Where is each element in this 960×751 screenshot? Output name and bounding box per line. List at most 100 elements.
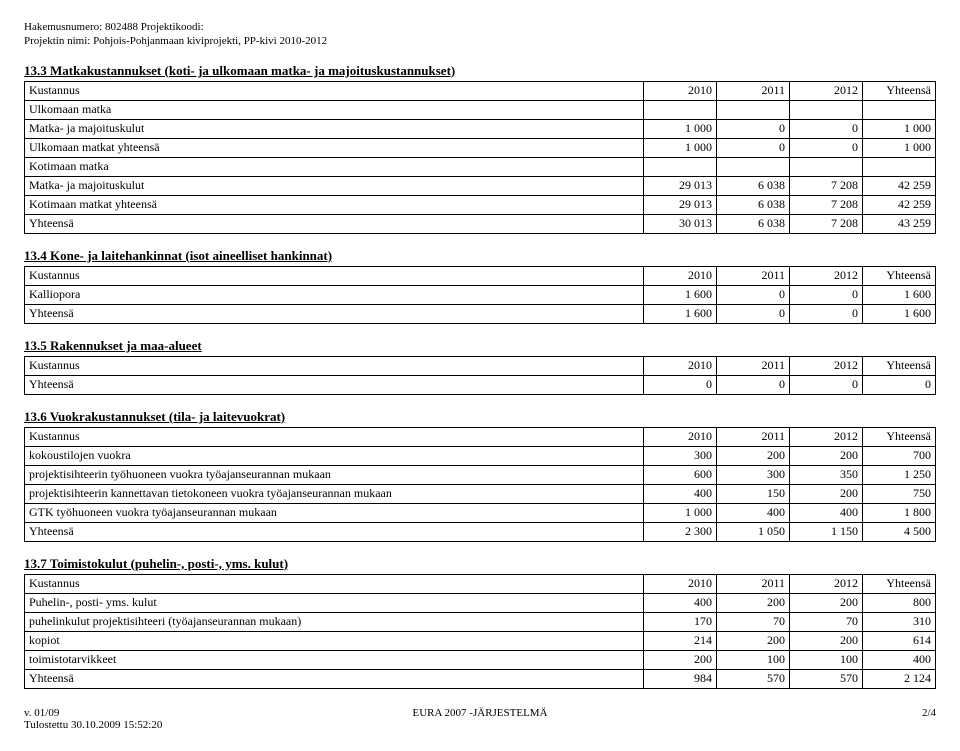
page-footer: v. 01/09 EURA 2007 -JÄRJESTELMÄ 2/4 Tulo… xyxy=(24,707,936,731)
cell-value: 42 259 xyxy=(863,176,936,195)
cell-value: 2 300 xyxy=(644,522,717,541)
col-header-year: Yhteensä xyxy=(863,81,936,100)
header-line1: Hakemusnumero: 802488 Projektikoodi: xyxy=(24,20,936,34)
row-label: Ulkomaan matka xyxy=(25,100,644,119)
row-label: Yhteensä xyxy=(25,214,644,233)
table-row: Yhteensä1 600001 600 xyxy=(25,304,936,323)
cell-value: 200 xyxy=(790,446,863,465)
cell-value: 800 xyxy=(863,593,936,612)
section-title: 13.5 Rakennukset ja maa-alueet xyxy=(24,338,936,354)
cell-value: 7 208 xyxy=(790,214,863,233)
cell-value: 0 xyxy=(717,285,790,304)
cell-value: 0 xyxy=(790,138,863,157)
cell-value: 7 208 xyxy=(790,176,863,195)
row-label: Matka- ja majoituskulut xyxy=(25,119,644,138)
cell-value: 100 xyxy=(717,650,790,669)
cell-value: 1 150 xyxy=(790,522,863,541)
col-header-year: 2011 xyxy=(717,427,790,446)
col-header-year: Yhteensä xyxy=(863,356,936,375)
table-row: toimistotarvikkeet200100100400 xyxy=(25,650,936,669)
col-header-year: 2011 xyxy=(717,266,790,285)
cost-table: Kustannus201020112012YhteensäUlkomaan ma… xyxy=(24,81,936,234)
col-header-label: Kustannus xyxy=(25,356,644,375)
cell-value: 1 600 xyxy=(644,285,717,304)
cell-value: 1 000 xyxy=(863,138,936,157)
footer-printed: Tulostettu 30.10.2009 15:52:20 xyxy=(24,719,936,731)
cell-value: 1 600 xyxy=(863,285,936,304)
header-project-name-label: Projektin nimi: xyxy=(24,35,90,47)
cell-value: 43 259 xyxy=(863,214,936,233)
cell-value: 0 xyxy=(790,304,863,323)
table-row: projektisihteerin kannettavan tietokonee… xyxy=(25,484,936,503)
col-header-year: 2010 xyxy=(644,356,717,375)
section-title: 13.4 Kone- ja laitehankinnat (isot ainee… xyxy=(24,248,936,264)
cell-value: 6 038 xyxy=(717,214,790,233)
row-label: Matka- ja majoituskulut xyxy=(25,176,644,195)
footer-system: EURA 2007 -JÄRJESTELMÄ xyxy=(412,707,547,719)
table-row: Kotimaan matka xyxy=(25,157,936,176)
cell-value: 310 xyxy=(863,612,936,631)
cell-value: 1 000 xyxy=(644,119,717,138)
row-label: Yhteensä xyxy=(25,669,644,688)
cell-value: 0 xyxy=(790,119,863,138)
header-app-num-label: Hakemusnumero: xyxy=(24,21,102,33)
cell-value: 1 800 xyxy=(863,503,936,522)
cell-value: 30 013 xyxy=(644,214,717,233)
row-label: Kalliopora xyxy=(25,285,644,304)
row-label: kopiot xyxy=(25,631,644,650)
cell-value: 6 038 xyxy=(717,176,790,195)
cell-value: 1 000 xyxy=(863,119,936,138)
table-row: GTK työhuoneen vuokra työajanseurannan m… xyxy=(25,503,936,522)
cell-value: 29 013 xyxy=(644,195,717,214)
cell-value: 400 xyxy=(863,650,936,669)
col-header-year: 2010 xyxy=(644,266,717,285)
cost-table: Kustannus201020112012YhteensäYhteensä000… xyxy=(24,356,936,395)
cell-value: 300 xyxy=(717,465,790,484)
col-header-label: Kustannus xyxy=(25,574,644,593)
section-title: 13.6 Vuokrakustannukset (tila- ja laitev… xyxy=(24,409,936,425)
cell-value: 200 xyxy=(717,593,790,612)
cell-value: 4 500 xyxy=(863,522,936,541)
col-header-label: Kustannus xyxy=(25,427,644,446)
cell-value xyxy=(863,100,936,119)
cell-value: 6 038 xyxy=(717,195,790,214)
col-header-year: 2010 xyxy=(644,427,717,446)
cell-value: 1 000 xyxy=(644,138,717,157)
cell-value xyxy=(790,100,863,119)
row-label: Yhteensä xyxy=(25,375,644,394)
footer-page-num: 2/4 xyxy=(922,707,936,719)
cell-value: 2 124 xyxy=(863,669,936,688)
cell-value: 170 xyxy=(644,612,717,631)
cell-value: 570 xyxy=(790,669,863,688)
cell-value: 200 xyxy=(790,593,863,612)
col-header-year: 2010 xyxy=(644,81,717,100)
cell-value: 400 xyxy=(644,484,717,503)
cell-value: 150 xyxy=(717,484,790,503)
cell-value: 0 xyxy=(863,375,936,394)
col-header-year: Yhteensä xyxy=(863,427,936,446)
cell-value: 600 xyxy=(644,465,717,484)
cell-value: 0 xyxy=(717,138,790,157)
cell-value: 200 xyxy=(717,631,790,650)
col-header-year: 2011 xyxy=(717,574,790,593)
table-row: projektisihteerin työhuoneen vuokra työa… xyxy=(25,465,936,484)
col-header-year: 2012 xyxy=(790,427,863,446)
footer-version: v. 01/09 xyxy=(24,707,59,719)
header-project-code-label: Projektikoodi: xyxy=(141,21,204,33)
col-header-year: 2012 xyxy=(790,266,863,285)
cell-value xyxy=(717,100,790,119)
row-label: Yhteensä xyxy=(25,304,644,323)
cell-value: 0 xyxy=(717,304,790,323)
row-label: GTK työhuoneen vuokra työajanseurannan m… xyxy=(25,503,644,522)
cell-value: 42 259 xyxy=(863,195,936,214)
cell-value: 400 xyxy=(717,503,790,522)
table-row: Yhteensä9845705702 124 xyxy=(25,669,936,688)
cost-table: Kustannus201020112012YhteensäPuhelin-, p… xyxy=(24,574,936,689)
cell-value: 0 xyxy=(717,119,790,138)
col-header-year: 2011 xyxy=(717,81,790,100)
cell-value: 1 000 xyxy=(644,503,717,522)
header-app-num-value: 802488 xyxy=(105,21,138,33)
cell-value: 100 xyxy=(790,650,863,669)
table-row: Yhteensä30 0136 0387 20843 259 xyxy=(25,214,936,233)
col-header-year: 2010 xyxy=(644,574,717,593)
